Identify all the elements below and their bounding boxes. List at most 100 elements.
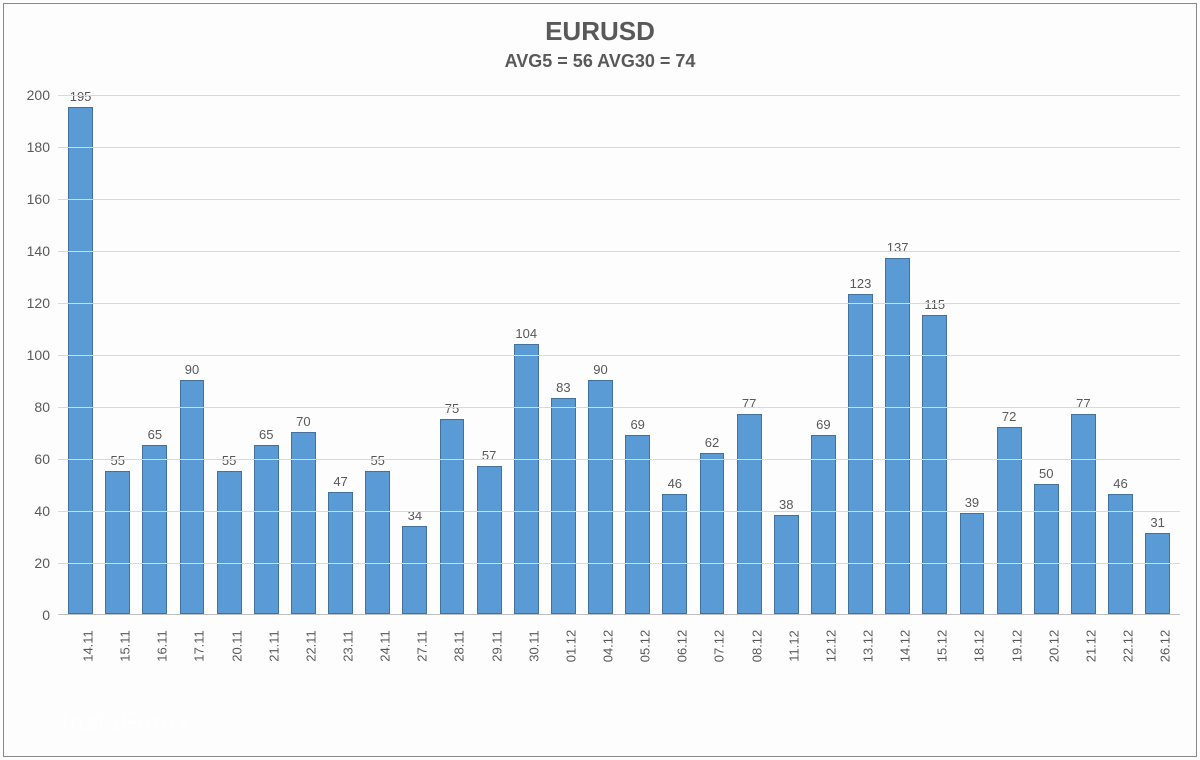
data-label: 46	[668, 476, 682, 491]
x-tick-label: 24.11	[378, 629, 393, 662]
bar-slot: 50	[1030, 484, 1063, 614]
y-tick-label: 120	[27, 295, 50, 311]
y-tick-label: 0	[42, 607, 50, 623]
data-label: 46	[1113, 476, 1127, 491]
y-tick-label: 180	[27, 139, 50, 155]
data-label: 47	[333, 474, 347, 489]
bar-slot: 115	[918, 315, 951, 614]
gridline	[58, 459, 1180, 460]
data-label: 65	[148, 427, 162, 442]
x-tick-label: 20.12	[1046, 629, 1061, 662]
bar: 34	[402, 526, 427, 614]
bar: 65	[254, 445, 279, 614]
y-tick-label: 80	[34, 399, 50, 415]
bar-slot: 77	[733, 414, 766, 614]
bar-slot: 90	[584, 380, 617, 614]
gridline	[58, 95, 1180, 96]
bar-slot: 83	[547, 398, 580, 614]
bar: 46	[1108, 494, 1133, 614]
bar: 62	[700, 453, 725, 614]
bar-slot: 72	[993, 427, 1026, 614]
y-tick-label: 100	[27, 347, 50, 363]
bar-slot: 38	[770, 515, 803, 614]
x-tick-label: 22.11	[303, 629, 318, 662]
bar-slot: 77	[1067, 414, 1100, 614]
data-label: 31	[1150, 515, 1164, 530]
x-tick-label: 27.11	[415, 629, 430, 662]
bar-slot: 55	[213, 471, 246, 614]
x-tick-label: 14.12	[898, 629, 913, 662]
x-tick-label: 07.12	[712, 629, 727, 662]
bar: 55	[365, 471, 390, 614]
bar: 83	[551, 398, 576, 614]
data-label: 55	[370, 453, 384, 468]
bar-slot: 104	[510, 344, 543, 614]
y-tick-label: 200	[27, 87, 50, 103]
data-label: 83	[556, 380, 570, 395]
bar: 72	[997, 427, 1022, 614]
chart-title: EURUSD	[12, 16, 1188, 47]
gridline	[58, 303, 1180, 304]
x-tick-label: 04.12	[601, 629, 616, 662]
bar-slot: 75	[435, 419, 468, 614]
x-axis-labels: 14.1115.1116.1117.1120.1121.1122.1123.11…	[58, 620, 1180, 635]
x-tick-label: 30.11	[526, 629, 541, 662]
x-tick-label: 15.12	[935, 629, 950, 662]
x-tick-label: 06.12	[675, 629, 690, 662]
bar: 31	[1145, 533, 1170, 614]
bar-slot: 34	[398, 526, 431, 614]
x-tick-label: 11.12	[786, 629, 801, 662]
gridline	[58, 511, 1180, 512]
x-tick-label: 22.12	[1121, 629, 1136, 662]
gridline	[58, 147, 1180, 148]
y-tick-label: 140	[27, 243, 50, 259]
watermark-brand: InstaForex	[62, 709, 190, 735]
gridline	[58, 251, 1180, 252]
data-label: 90	[185, 362, 199, 377]
bar-slot: 65	[138, 445, 171, 614]
bar-slot: 137	[881, 258, 914, 614]
bar-slot: 31	[1141, 533, 1174, 614]
bar: 57	[477, 466, 502, 614]
bar-slot: 62	[695, 453, 728, 614]
y-tick-label: 60	[34, 451, 50, 467]
bar: 195	[68, 107, 93, 614]
x-tick-label: 13.12	[861, 629, 876, 662]
data-label: 77	[1076, 396, 1090, 411]
plot-area: 1955565905565704755347557104839069466277…	[58, 95, 1180, 615]
gridline	[58, 199, 1180, 200]
bar-slot: 55	[101, 471, 134, 614]
data-label: 123	[850, 276, 872, 291]
x-tick-label: 08.12	[749, 629, 764, 662]
data-label: 65	[259, 427, 273, 442]
bar: 55	[217, 471, 242, 614]
bar-slot: 90	[175, 380, 208, 614]
x-tick-label: 17.11	[192, 629, 207, 662]
x-tick-label: 20.11	[229, 629, 244, 662]
bar: 69	[811, 435, 836, 614]
bar-slot: 55	[361, 471, 394, 614]
data-label: 57	[482, 448, 496, 463]
data-label: 34	[408, 508, 422, 523]
bar-slot: 69	[621, 435, 654, 614]
bar: 55	[105, 471, 130, 614]
gridline	[58, 407, 1180, 408]
data-label: 75	[445, 401, 459, 416]
x-tick-label: 15.11	[118, 629, 133, 662]
data-label: 38	[779, 497, 793, 512]
x-tick-label: 18.12	[972, 629, 987, 662]
bar-slot: 123	[844, 294, 877, 614]
data-label: 90	[593, 362, 607, 377]
data-label: 39	[965, 495, 979, 510]
data-label: 115	[924, 297, 945, 312]
bar: 75	[440, 419, 465, 614]
watermark: InstaForex Instant Forex Trading	[20, 709, 190, 746]
data-label: 55	[110, 453, 124, 468]
data-label: 195	[70, 89, 92, 104]
x-tick-label: 05.12	[638, 629, 653, 662]
data-label: 62	[705, 435, 719, 450]
bar: 46	[662, 494, 687, 614]
x-tick-label: 16.11	[155, 629, 170, 662]
data-label: 50	[1039, 466, 1053, 481]
bar-slot: 195	[64, 107, 97, 614]
